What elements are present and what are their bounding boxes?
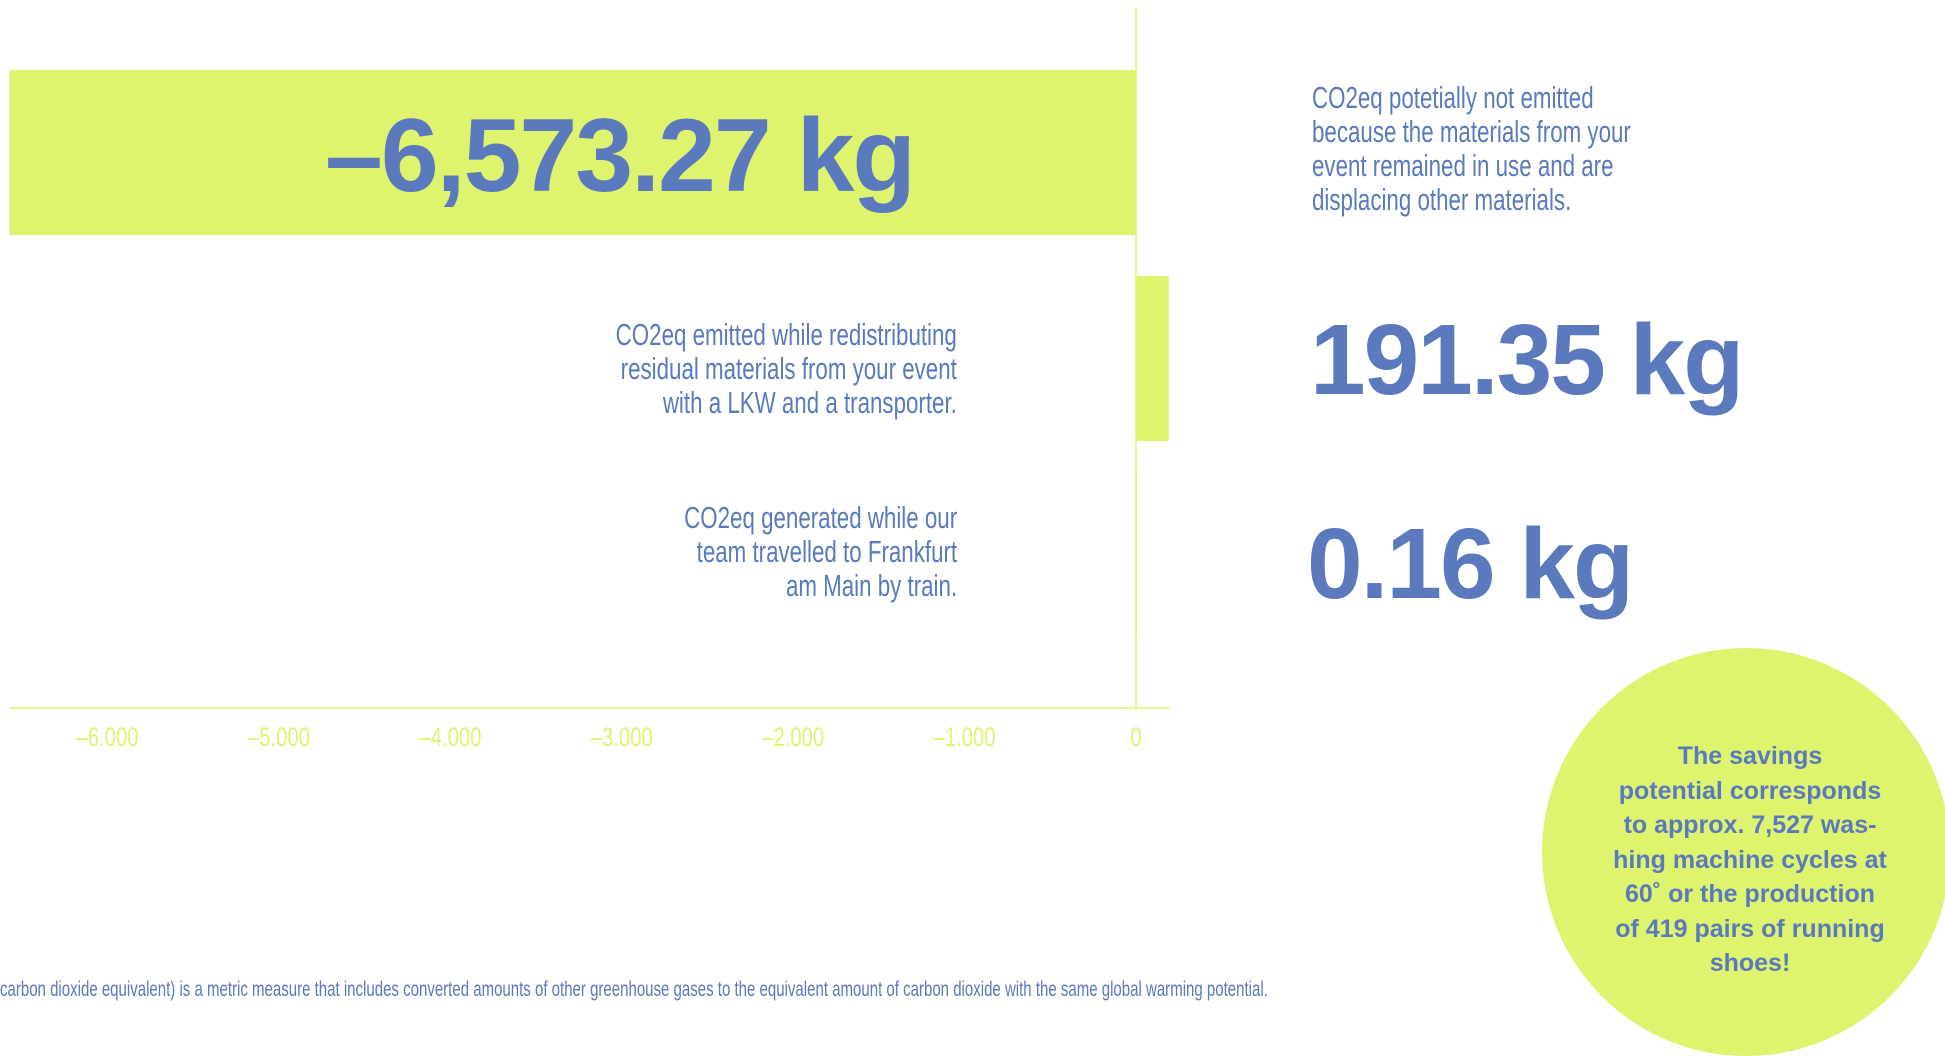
callout-line: potential corresponds xyxy=(1618,776,1882,805)
callout-line: to approx. 7,527 was- xyxy=(1623,811,1877,839)
description-line: CO2eq emitted while redistributing xyxy=(615,317,957,352)
savings-callout-text: The savings potential corresponds to app… xyxy=(1580,739,1920,981)
callout-line: of 419 pairs of running xyxy=(1615,914,1885,943)
description-line: with a LKW and a transporter. xyxy=(662,385,957,420)
callout-line: hing machine cycles at xyxy=(1613,845,1887,874)
description-line: displacing other materials. xyxy=(1312,182,1572,217)
value-label-redistribution-transport: 191.35 kg xyxy=(1310,304,1744,416)
x-tick-label: –1.000 xyxy=(934,722,996,753)
bar-materials-in-use xyxy=(9,70,1136,235)
value-label-redistribution-saving: –6,573.27 kg xyxy=(325,98,916,214)
value-label-team-travel: 0.16 kg xyxy=(1307,508,1634,620)
bar-redistribution-transport xyxy=(1136,276,1169,441)
description-line: team travelled to Frankfurt xyxy=(696,534,957,569)
callout-line: 60˚ or the production xyxy=(1625,880,1875,908)
description-team-travel: CO2eq generated while our team travelled… xyxy=(684,501,957,603)
x-tick-label: 0 xyxy=(1130,722,1141,753)
co2eq-footnote: carbon dioxide equivalent) is a metric m… xyxy=(0,978,1268,1001)
description-line: am Main by train. xyxy=(785,568,957,603)
description-line: residual materials from your event xyxy=(620,351,957,386)
x-tick-label: –2.000 xyxy=(762,722,824,753)
x-tick-label: –4.000 xyxy=(419,722,481,753)
description-line: because the materials from your xyxy=(1312,114,1631,149)
description-redistribution-emission: CO2eq emitted while redistributing resid… xyxy=(616,318,957,420)
description-materials-in-use: CO2eq potetially not emitted because the… xyxy=(1312,81,1631,217)
description-line: CO2eq generated while our xyxy=(684,500,957,535)
description-line: event remained in use and are xyxy=(1312,148,1614,183)
callout-line: shoes! xyxy=(1709,949,1791,977)
x-tick-label: –6.000 xyxy=(77,722,139,753)
x-tick-label: –3.000 xyxy=(591,722,653,753)
description-line: CO2eq potetially not emitted xyxy=(1312,80,1594,115)
callout-line: The savings xyxy=(1677,742,1823,770)
x-tick-label: –5.000 xyxy=(248,722,310,753)
savings-callout-bubble xyxy=(1542,648,1945,1056)
